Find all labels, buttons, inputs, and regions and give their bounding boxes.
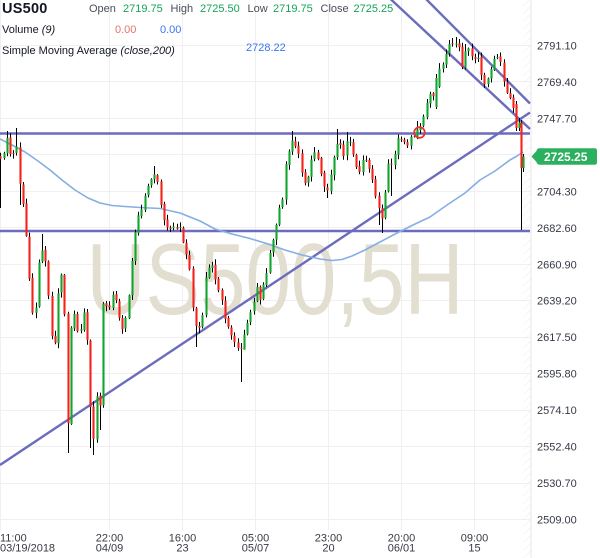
svg-text:06/01: 06/01 [388,543,416,555]
svg-text:04/09: 04/09 [96,543,124,555]
svg-text:2719.75: 2719.75 [123,3,163,15]
svg-text:0.00: 0.00 [160,24,181,36]
svg-text:2769.40: 2769.40 [537,77,577,89]
svg-text:US500,5H: US500,5H [87,224,464,336]
svg-text:09:00: 09:00 [461,533,489,545]
svg-text:05/07: 05/07 [242,543,270,555]
svg-text:2747.70: 2747.70 [537,113,577,125]
svg-text:2725.50: 2725.50 [200,3,240,15]
svg-text:20:00: 20:00 [388,533,416,545]
svg-text:2725.25: 2725.25 [354,3,394,15]
svg-text:2595.80: 2595.80 [537,369,577,381]
svg-text:Low: Low [248,3,268,15]
svg-text:23: 23 [176,543,188,555]
svg-text:16:00: 16:00 [169,533,197,545]
svg-text:22:00: 22:00 [96,533,124,545]
svg-text:11:00: 11:00 [0,533,27,545]
svg-text:20: 20 [322,543,334,555]
svg-text:Volume (9): Volume (9) [2,24,56,36]
svg-text:2617.50: 2617.50 [537,332,577,344]
svg-text:2530.70: 2530.70 [537,478,577,490]
svg-text:2574.10: 2574.10 [537,405,577,417]
svg-text:2791.10: 2791.10 [537,41,577,53]
svg-text:2704.30: 2704.30 [537,186,577,198]
svg-text:05:00: 05:00 [242,533,270,545]
svg-text:Close: Close [321,3,349,15]
svg-text:High: High [171,3,194,15]
svg-text:2725.25: 2725.25 [544,150,588,164]
svg-text:0.00: 0.00 [115,24,136,36]
svg-text:2639.20: 2639.20 [537,296,577,308]
svg-text:US500: US500 [2,1,48,17]
svg-text:Open: Open [89,3,116,15]
svg-text:15: 15 [468,543,480,555]
svg-text:Simple Moving Average (close,2: Simple Moving Average (close,200) [2,45,175,57]
svg-text:2509.00: 2509.00 [537,515,577,527]
svg-text:03/19/2018: 03/19/2018 [0,543,55,555]
svg-text:23:00: 23:00 [315,533,343,545]
svg-text:2552.40: 2552.40 [537,442,577,454]
svg-text:2719.75: 2719.75 [273,3,313,15]
svg-text:2682.60: 2682.60 [537,223,577,235]
svg-text:2728.22: 2728.22 [246,42,286,54]
svg-text:2660.90: 2660.90 [537,259,577,271]
